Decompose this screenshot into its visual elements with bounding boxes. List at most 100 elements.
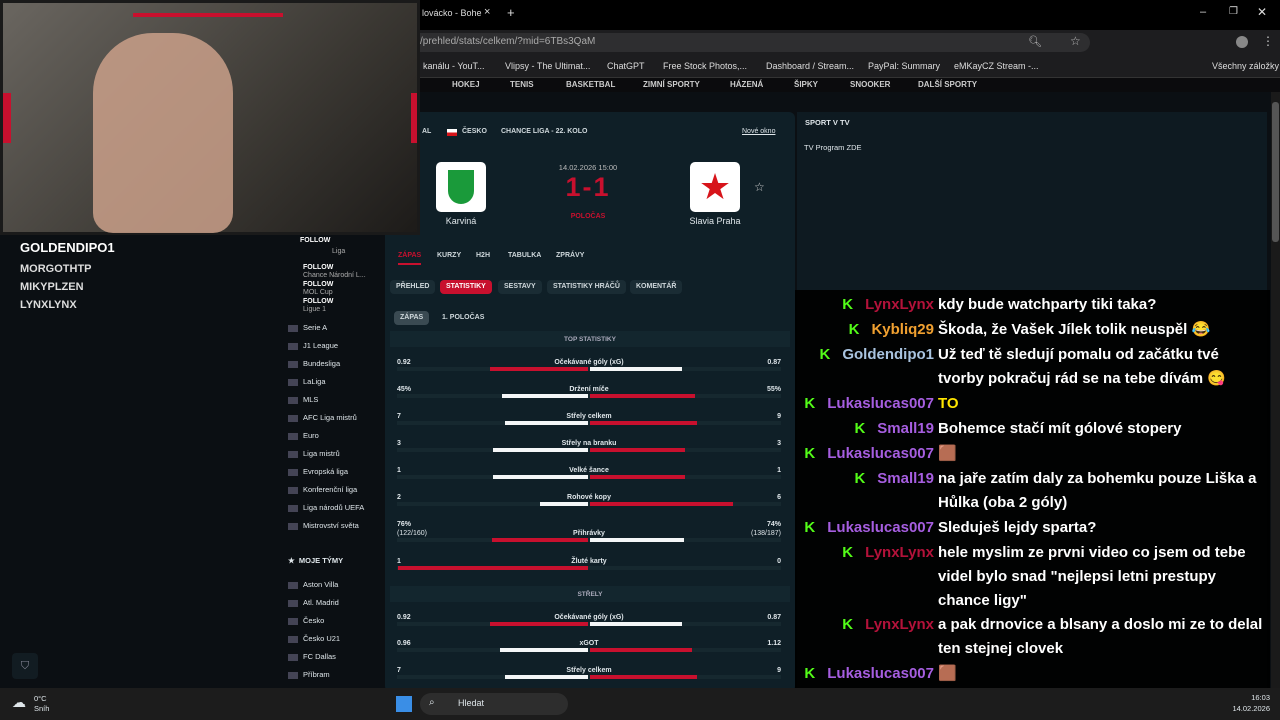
clock-date[interactable]: 14.02.2026 — [1232, 704, 1270, 713]
browser-tab[interactable]: lovácko - Bohe — [422, 8, 482, 18]
team-item[interactable]: Česko — [288, 616, 324, 625]
away-bar — [590, 367, 682, 371]
follow-label: FOLLOW — [303, 298, 334, 305]
new-tab-button[interactable]: + — [507, 5, 515, 20]
subtab-statistiky[interactable]: STATISTIKY — [440, 280, 492, 294]
subtab-prehled[interactable]: PŘEHLED — [390, 280, 436, 294]
team-name: FC Dallas — [303, 652, 336, 661]
taskbar-search[interactable]: Hledat — [420, 693, 568, 715]
team-crest-icon — [288, 617, 298, 625]
nav-dalsi-sporty[interactable]: DALŠÍ SPORTY — [918, 80, 978, 89]
chat-text: Už teď tě sledují pomalu od začátku tvé … — [938, 346, 1226, 387]
favorite-star-icon[interactable]: ☆ — [754, 180, 765, 194]
tab-tabulka[interactable]: TABULKA — [508, 252, 542, 259]
team-name: Česko U21 — [303, 634, 341, 643]
stat-row: 45% Držení míče 55% — [397, 386, 781, 412]
url-input[interactable]: /prehled/stats/celkem/?mid=6TBs3QaM — [410, 33, 1090, 52]
restore-button[interactable]: ❐ — [1229, 6, 1238, 17]
league-item[interactable]: LaLiga — [288, 377, 326, 386]
team-item[interactable]: Česko U21 — [288, 634, 340, 643]
period-zapas[interactable]: ZÁPAS — [394, 311, 430, 325]
bookmark[interactable]: eMKayCZ Stream -... — [954, 61, 1039, 71]
team-item[interactable]: Příbram — [288, 670, 330, 679]
breadcrumb-item[interactable]: ČESKO — [462, 128, 487, 135]
nav-sipky[interactable]: ŠIPKY — [794, 80, 819, 89]
league-item[interactable]: J1 League — [288, 341, 338, 350]
away-bar — [590, 648, 692, 652]
home-value: 0.92 — [397, 614, 411, 621]
all-bookmarks[interactable]: Všechny záložky — [1212, 61, 1280, 71]
team-name: Atl. Madrid — [303, 598, 339, 607]
bookmark[interactable]: PayPal: Summary — [868, 61, 941, 71]
tab-kurzy[interactable]: KURZY — [437, 252, 462, 259]
breadcrumb-item[interactable]: CHANCE LIGA - 22. KOLO — [501, 128, 588, 135]
chat-user: K Goldendipo1 — [819, 343, 934, 367]
chat-text: 🟫 — [938, 665, 957, 682]
stat-track — [397, 448, 781, 452]
subtab-sestavy[interactable]: SESTAVY — [498, 280, 542, 294]
follow-league: Ligue 1 — [303, 305, 326, 313]
subtab-statistiky-hracu[interactable]: STATISTIKY HRÁČŮ — [547, 280, 626, 294]
league-item[interactable]: Mistrovství světa — [288, 521, 359, 530]
subtab-komentar[interactable]: KOMENTÁŘ — [630, 280, 683, 294]
breadcrumb-item[interactable]: AL — [422, 128, 432, 135]
tv-program-link[interactable]: TV Program ZDE — [804, 143, 862, 152]
away-team-name[interactable]: Slavia Praha — [689, 216, 741, 226]
bookmark[interactable]: Free Stock Photos,... — [663, 61, 748, 71]
close-tab-icon[interactable]: × — [484, 6, 491, 18]
karvina-logo[interactable] — [436, 162, 486, 212]
period-1-polocas[interactable]: 1. POLOČAS — [442, 314, 485, 321]
nav-hazena[interactable]: HÁZENÁ — [730, 80, 764, 89]
team-item[interactable]: Atl. Madrid — [288, 598, 339, 607]
profile-avatar[interactable] — [1236, 36, 1248, 48]
shield-check-icon[interactable]: ⛉ — [12, 653, 38, 679]
nav-tenis[interactable]: TENIS — [510, 80, 534, 89]
tab-zpravy[interactable]: ZPRÁVY — [556, 252, 585, 259]
home-team-name[interactable]: Karviná — [445, 216, 477, 226]
chat-text: Škoda, že Vašek Jílek tolik neuspěl 😂 — [938, 321, 1211, 338]
tab-h2h[interactable]: H2H — [476, 252, 491, 259]
start-button[interactable] — [396, 696, 412, 712]
menu-icon[interactable]: ⋮ — [1262, 34, 1274, 48]
league-item[interactable]: Liga mistrů — [288, 449, 340, 458]
slavia-logo[interactable]: ★ — [690, 162, 740, 212]
zoom-icon[interactable]: 🔍︎ — [1028, 36, 1042, 48]
bookmark[interactable]: ChatGPT — [607, 61, 645, 71]
league-item[interactable]: Evropská liga — [288, 467, 348, 476]
stat-row: 2 Rohové kopy 6 — [397, 494, 781, 520]
league-item[interactable]: Serie A — [288, 323, 327, 332]
nav-hokej[interactable]: HOKEJ — [452, 80, 480, 89]
stat-row: 0.92 Očekávané góly (xG) 0.87 — [397, 359, 781, 385]
scrollbar[interactable] — [1271, 92, 1280, 688]
league-item[interactable]: Bundesliga — [288, 359, 340, 368]
home-bar — [398, 566, 588, 570]
chat-text: a pak drnovice a blsany a doslo mi ze to… — [938, 616, 1263, 657]
league-item[interactable]: Konferenční liga — [288, 485, 357, 494]
follower-name: MIKYPLZEN — [20, 281, 84, 293]
tab-zapas[interactable]: ZÁPAS — [398, 252, 422, 265]
league-item[interactable]: AFC Liga mistrů — [288, 413, 357, 422]
league-item[interactable]: MLS — [288, 395, 318, 404]
minimize-button[interactable]: – — [1200, 6, 1207, 18]
chat-text: kdy bude watchparty tiki taka? — [938, 296, 1157, 313]
bookmark[interactable]: kanálu - YouT... — [423, 61, 485, 71]
bookmark-star-icon[interactable]: ☆ — [1070, 34, 1081, 48]
team-crest-icon — [288, 635, 298, 643]
nav-snooker[interactable]: SNOOKER — [850, 80, 891, 89]
clock-time[interactable]: 16:03 — [1251, 693, 1270, 702]
away-bar — [590, 475, 685, 479]
nav-basketbal[interactable]: BASKETBAL — [566, 80, 616, 89]
bookmark[interactable]: Dashboard / Stream... — [766, 61, 855, 71]
close-window-button[interactable]: ✕ — [1257, 5, 1268, 19]
team-item[interactable]: FC Dallas — [288, 652, 336, 661]
weather-desc[interactable]: Sníh — [34, 704, 50, 713]
league-item[interactable]: Liga národů UEFA — [288, 503, 364, 512]
new-window-link[interactable]: Nové okno — [742, 128, 776, 135]
stat-label: xGOT — [579, 640, 599, 647]
league-name: Serie A — [303, 323, 328, 332]
weather-temp[interactable]: 0°C — [34, 694, 47, 703]
team-item[interactable]: Aston Villa — [288, 580, 338, 589]
league-item[interactable]: Euro — [288, 431, 319, 440]
bookmark[interactable]: Vlipsy - The Ultimat... — [505, 61, 591, 71]
nav-zimni-sporty[interactable]: ZIMNÍ SPORTY — [643, 80, 700, 89]
